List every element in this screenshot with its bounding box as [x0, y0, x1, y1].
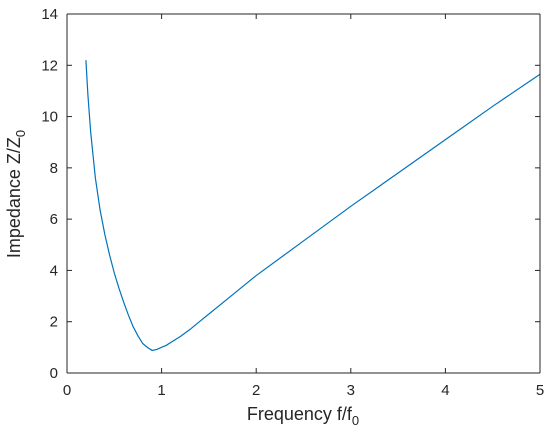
x-axis-label-subscript: 0 — [352, 413, 359, 428]
y-tick-label: 6 — [50, 211, 58, 228]
x-tick-label: 5 — [536, 382, 544, 399]
y-tick-label: 0 — [50, 365, 58, 382]
x-axis-label: Frequency f/f0 — [247, 404, 359, 428]
plot-area — [67, 14, 540, 373]
y-axis-label-main: Impedance Z/Z — [4, 137, 24, 258]
y-tick-label: 2 — [50, 314, 58, 331]
x-tick-label: 2 — [252, 382, 260, 399]
axes-layer — [66, 13, 541, 374]
y-tick-label: 8 — [50, 160, 58, 177]
y-axis-label-subscript: 0 — [13, 130, 28, 137]
x-tick-label: 0 — [63, 382, 71, 399]
y-axis-label: Impedance Z/Z0 — [4, 130, 28, 258]
x-axis-label-main: Frequency f/f — [247, 404, 353, 424]
series-line-0 — [85, 60, 541, 352]
series-layer — [85, 60, 541, 352]
plot-background — [67, 14, 540, 373]
y-tick-label: 10 — [41, 109, 58, 126]
y-tick-label: 14 — [41, 6, 58, 23]
y-tick-label: 4 — [50, 262, 58, 279]
y-tick-label: 12 — [41, 57, 58, 74]
x-tick-label: 3 — [347, 382, 355, 399]
x-tick-label: 4 — [441, 382, 449, 399]
x-tick-label: 1 — [157, 382, 165, 399]
